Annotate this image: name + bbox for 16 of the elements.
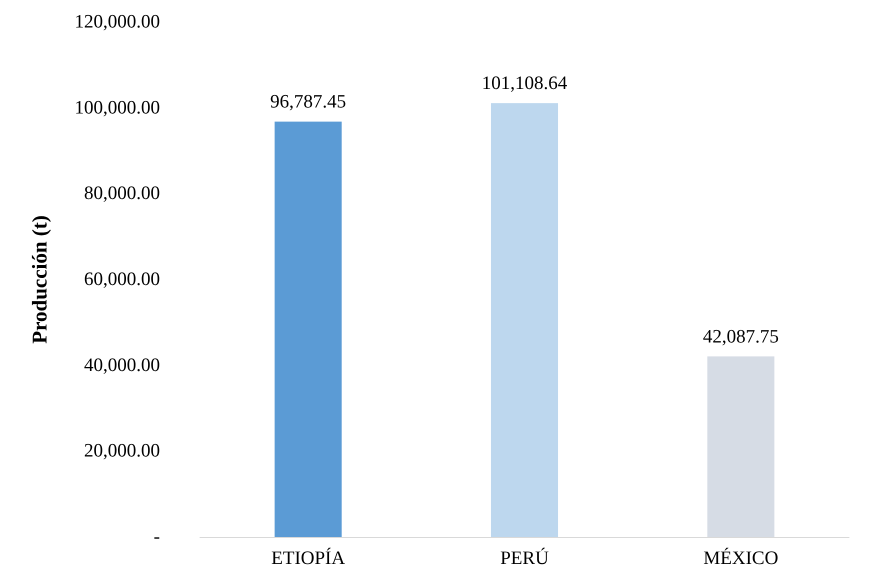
y-tick-label: 40,000.00 [84, 354, 160, 376]
data-label: 96,787.45 [270, 92, 346, 113]
bar [490, 103, 558, 537]
y-axis-title: Producción (t) [28, 215, 52, 344]
data-label: 42,087.75 [702, 326, 779, 348]
x-tick-label: PERÚ [500, 547, 550, 569]
y-tick-label: 120,000.00 [74, 12, 160, 32]
bar [274, 122, 342, 537]
x-tick-label: ETIOPÍA [271, 547, 346, 569]
y-tick-label: 80,000.00 [84, 183, 160, 204]
y-tick-label: - [154, 526, 160, 548]
x-tick-label: MÉXICO [703, 547, 778, 569]
y-tick-label: 60,000.00 [84, 269, 160, 290]
data-label: 101,108.64 [482, 73, 568, 94]
y-tick-label: 100,000.00 [74, 97, 160, 118]
y-tick-label: 20,000.00 [84, 440, 160, 462]
